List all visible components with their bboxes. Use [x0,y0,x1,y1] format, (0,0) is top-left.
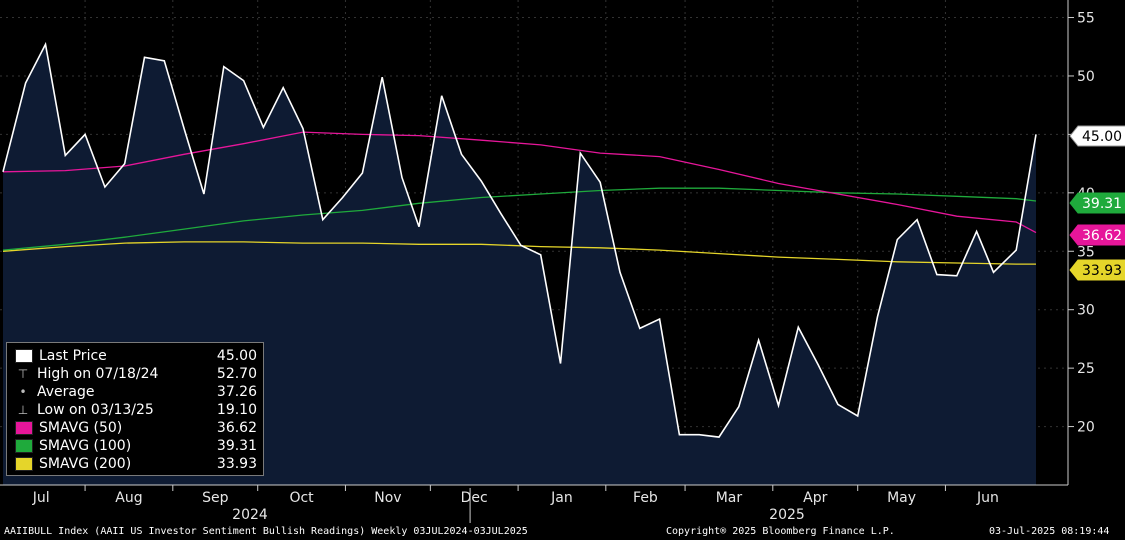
x-year-label: 2025 [769,507,805,523]
legend-value: 45.00 [216,348,257,364]
legend-label: Low on 03/13/25 [37,402,154,418]
x-month-label: Aug [115,490,142,506]
legend-row: Last Price 45.00 [15,347,257,365]
value-flag-label: 39.31 [1082,196,1122,212]
legend-row: • Average 37.26 [15,383,257,401]
smavg-line [2,187,1037,251]
x-month-label: Jan [550,490,573,506]
legend-value: 39.31 [216,438,257,454]
x-month-label: Sep [202,490,229,506]
y-tick-label: 20 [1077,420,1095,436]
high-marker-icon: ⊤ [17,367,29,381]
legend-swatch [15,439,33,453]
x-month-label: Feb [633,490,658,506]
last-price-line [2,41,1037,438]
legend-row: SMAVG (50) 36.62 [15,419,257,437]
legend-value: 33.93 [216,456,257,472]
x-month-label: May [887,490,916,506]
x-month-label: Oct [289,490,314,506]
legend-label: SMAVG (200) [39,456,132,472]
legend-value: 19.10 [216,402,257,418]
smavg-line [2,241,1036,265]
legend-label: SMAVG (100) [39,438,132,454]
low-marker-icon: ⊥ [17,403,29,417]
footer-index-description: AAIIBULL Index (AAII US Investor Sentime… [4,526,528,537]
legend-value: 37.26 [216,384,257,400]
legend-value: 52.70 [216,366,257,382]
x-year-label: 2024 [232,507,268,523]
value-flag-label: 36.62 [1082,228,1122,244]
legend-swatch [15,457,33,471]
value-flag-label: 33.93 [1082,263,1122,279]
x-axis: Jul Aug Sep Oct Nov Dec Jan Feb Mar Apr May Jun 2024… [0,484,1068,523]
legend-swatch [15,349,33,363]
legend-label: High on 07/18/24 [37,366,159,382]
legend-value: 36.62 [216,420,257,436]
y-tick-label: 30 [1077,303,1095,319]
y-tick-label: 25 [1077,361,1095,377]
legend-box: Last Price 45.00 ⊤ High on 07/18/24 52.70 • Av… [6,342,264,476]
footer-timestamp: 03-Jul-2025 08:19:44 [989,526,1110,537]
value-flags: 45.00 39.31 36.62 33.93 [1069,125,1125,281]
x-month-label: Apr [803,490,827,506]
y-tick-label: 55 [1077,11,1095,27]
value-flag [1069,192,1125,214]
x-month-label: Mar [716,490,743,506]
x-month-label: Dec [461,490,488,506]
avg-marker-icon: • [19,385,27,399]
legend-row: ⊤ High on 07/18/24 52.70 [15,365,257,383]
y-tick-label: 35 [1077,244,1095,260]
value-flag-label: 45.00 [1082,129,1122,145]
legend-label: Last Price [39,348,107,364]
legend-row: SMAVG (200) 33.93 [15,455,257,473]
footer-copyright: Copyright® 2025 Bloomberg Finance L.P. [666,526,895,537]
value-flag [1069,259,1125,281]
series-lines [2,41,1037,438]
legend-row: SMAVG (100) 39.31 [15,437,257,455]
y-tick-label: 50 [1077,69,1095,85]
y-axis: 2025303540455055 [1067,0,1095,485]
legend-label: SMAVG (50) [39,420,123,436]
x-month-label: Jun [976,490,999,506]
legend-label: Average [37,384,95,400]
legend-swatch [15,421,33,435]
value-flag [1069,125,1125,147]
smavg-line [2,131,1037,234]
legend-row: ⊥ Low on 03/13/25 19.10 [15,401,257,419]
value-flag [1069,224,1125,246]
x-month-label: Nov [374,490,401,506]
x-month-label: Jul [32,490,50,506]
